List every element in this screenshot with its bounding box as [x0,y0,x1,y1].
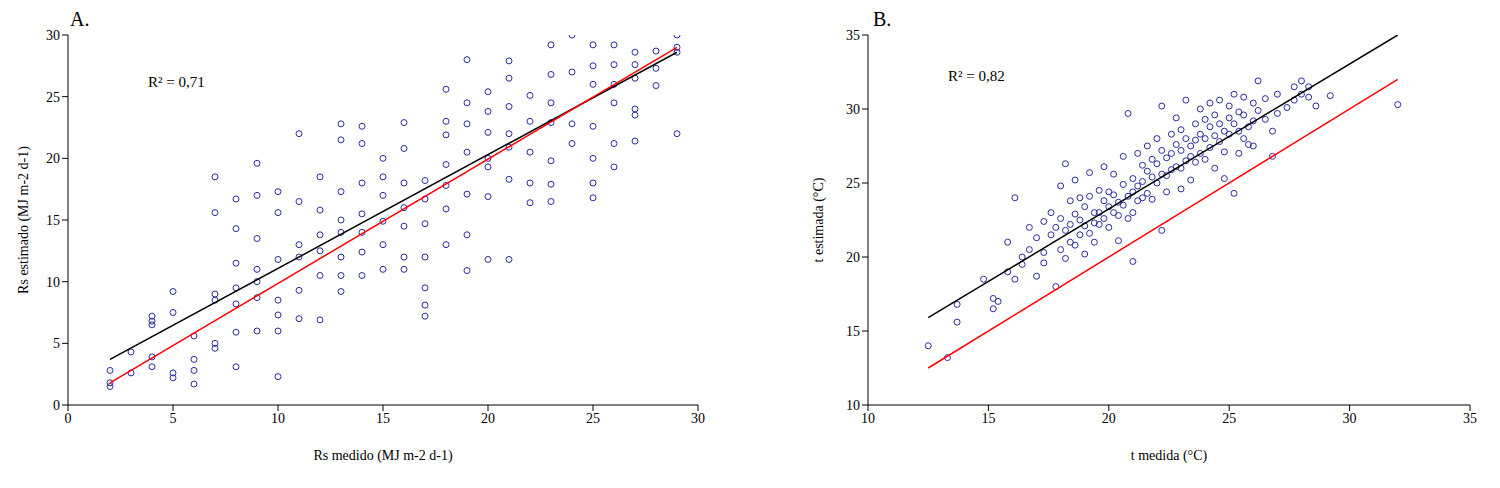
html-text:R² = 0,82: R² = 0,82 [948,68,1005,84]
svg-text:20: 20 [1102,411,1116,426]
svg-text:t medida (°C): t medida (°C) [1131,448,1208,464]
svg-text:10: 10 [46,275,60,290]
svg-text:5: 5 [53,336,60,351]
svg-text:Rs medido (MJ m-2 d-1): Rs medido (MJ m-2 d-1) [313,448,453,464]
svg-text:25: 25 [46,90,60,105]
svg-text:5: 5 [170,411,177,426]
svg-text:Rs estimado (MJ m-2 d-1): Rs estimado (MJ m-2 d-1) [16,146,32,294]
svg-text:20: 20 [46,151,60,166]
svg-text:25: 25 [586,411,600,426]
svg-text:0: 0 [53,398,60,413]
svg-text:15: 15 [981,411,995,426]
html-text:A.: A. [70,8,90,30]
svg-text:30: 30 [846,102,860,117]
svg-text:35: 35 [1463,411,1477,426]
svg-text:25: 25 [1222,411,1236,426]
svg-text:20: 20 [481,411,495,426]
html-text:R² = 0,71: R² = 0,71 [148,74,205,90]
svg-text:10: 10 [271,411,285,426]
svg-text:15: 15 [376,411,390,426]
svg-text:15: 15 [846,324,860,339]
svg-text:15: 15 [46,213,60,228]
svg-text:0: 0 [65,411,72,426]
svg-text:t estimada (°C): t estimada (°C) [811,177,827,262]
svg-text:25: 25 [846,176,860,191]
svg-text:10: 10 [861,411,875,426]
html-text:B.: B. [873,8,892,30]
svg-text:35: 35 [846,28,860,43]
svg-text:10: 10 [846,398,860,413]
svg-text:30: 30 [46,28,60,43]
svg-text:30: 30 [1343,411,1357,426]
svg-text:30: 30 [691,411,705,426]
svg-text:20: 20 [846,250,860,265]
